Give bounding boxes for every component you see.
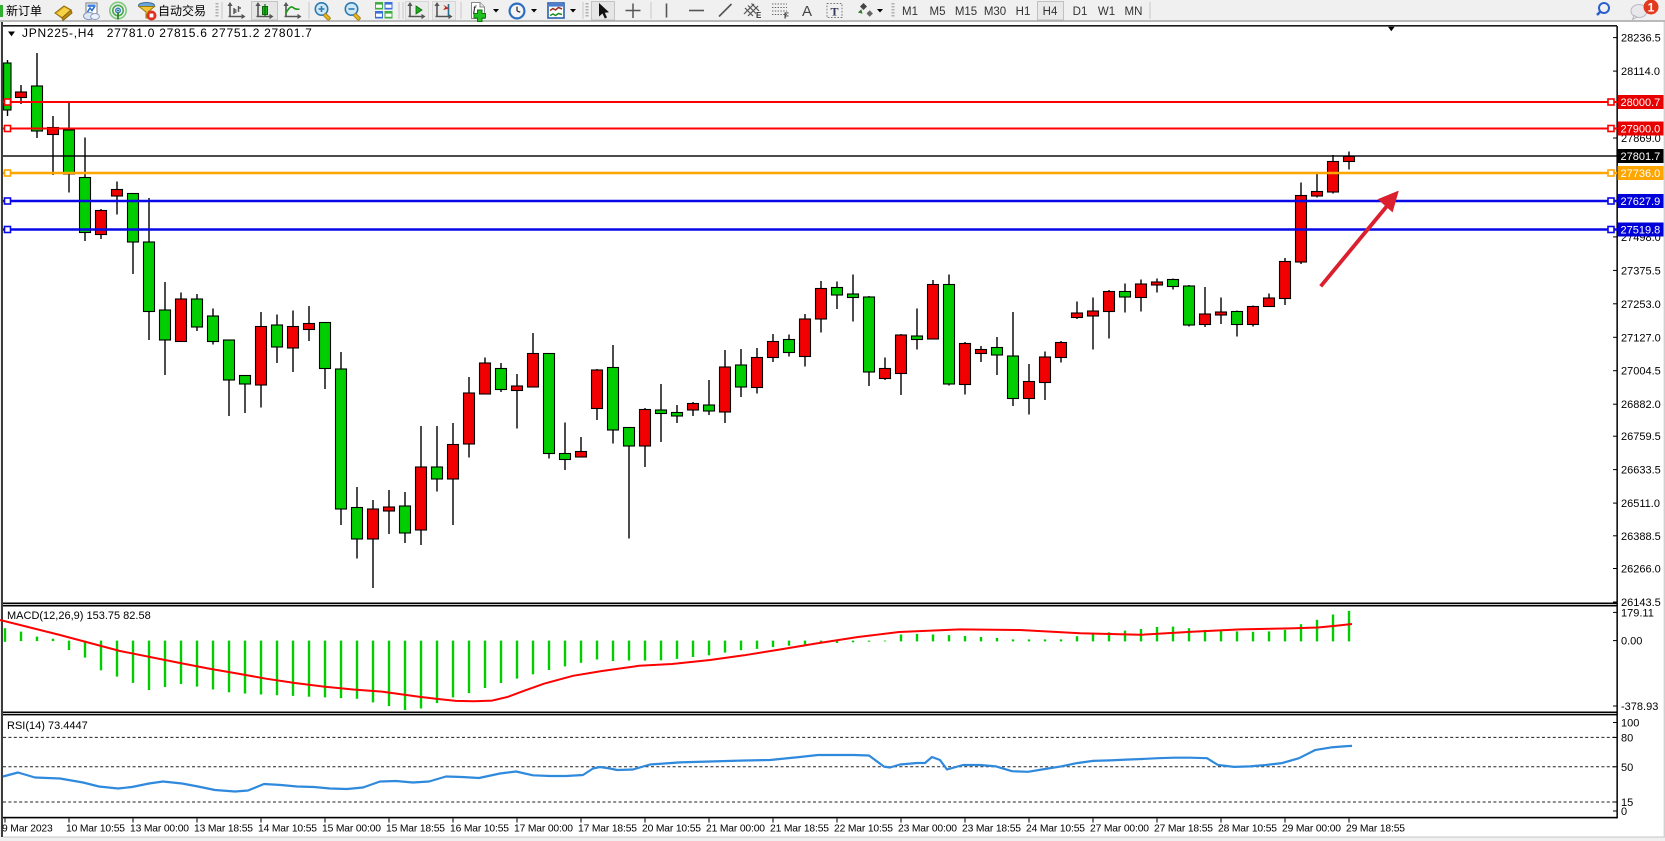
- svg-text:15 Mar 18:55: 15 Mar 18:55: [386, 824, 445, 835]
- svg-text:29 Mar 00:00: 29 Mar 00:00: [1282, 824, 1341, 835]
- svg-text:-378.93: -378.93: [1621, 701, 1658, 713]
- svg-text:16 Mar 10:55: 16 Mar 10:55: [450, 824, 509, 835]
- svg-text:14 Mar 10:55: 14 Mar 10:55: [258, 824, 317, 835]
- svg-text:24 Mar 10:55: 24 Mar 10:55: [1026, 824, 1085, 835]
- svg-text:新订单: 新订单: [6, 3, 42, 18]
- svg-text:9 Mar 2023: 9 Mar 2023: [2, 824, 53, 835]
- svg-text:T: T: [831, 5, 839, 19]
- svg-text:f: f: [473, 4, 477, 14]
- svg-text:27 Mar 00:00: 27 Mar 00:00: [1090, 824, 1149, 835]
- svg-text:23 Mar 18:55: 23 Mar 18:55: [962, 824, 1021, 835]
- svg-text:1: 1: [1648, 1, 1655, 15]
- svg-text:MN: MN: [1125, 6, 1143, 18]
- svg-text:50: 50: [1621, 762, 1633, 774]
- svg-text:27519.8: 27519.8: [1621, 225, 1661, 237]
- svg-text:27253.0: 27253.0: [1621, 299, 1661, 311]
- svg-text:0.00: 0.00: [1621, 636, 1642, 648]
- svg-text:27004.5: 27004.5: [1621, 366, 1661, 378]
- svg-text:13 Mar 00:00: 13 Mar 00:00: [130, 824, 189, 835]
- svg-text:M1: M1: [902, 6, 918, 18]
- svg-text:自动交易: 自动交易: [158, 3, 206, 18]
- svg-text:26882.0: 26882.0: [1621, 399, 1661, 411]
- svg-text:M5: M5: [930, 6, 946, 18]
- svg-text:0: 0: [1621, 806, 1627, 818]
- svg-text:179.11: 179.11: [1621, 607, 1654, 619]
- svg-text:100: 100: [1621, 718, 1639, 730]
- svg-text:D1: D1: [1073, 6, 1088, 18]
- svg-text:26633.5: 26633.5: [1621, 465, 1661, 477]
- svg-text:28236.5: 28236.5: [1621, 33, 1661, 45]
- svg-text:17 Mar 18:55: 17 Mar 18:55: [578, 824, 637, 835]
- svg-text:20 Mar 10:55: 20 Mar 10:55: [642, 824, 701, 835]
- svg-text:MACD(12,26,9) 153.75 82.58: MACD(12,26,9) 153.75 82.58: [7, 610, 151, 622]
- svg-text:27 Mar 18:55: 27 Mar 18:55: [1154, 824, 1213, 835]
- svg-text:13 Mar 18:55: 13 Mar 18:55: [194, 824, 253, 835]
- svg-text:26759.5: 26759.5: [1621, 431, 1661, 443]
- svg-text:27900.0: 27900.0: [1621, 124, 1661, 136]
- svg-text:27801.7: 27801.7: [1621, 151, 1661, 163]
- svg-text:M30: M30: [984, 6, 1006, 18]
- svg-text:21 Mar 00:00: 21 Mar 00:00: [706, 824, 765, 835]
- svg-text:15: 15: [1621, 797, 1633, 809]
- svg-text:26388.5: 26388.5: [1621, 531, 1661, 543]
- svg-text:26266.0: 26266.0: [1621, 564, 1661, 576]
- svg-text:27869.0: 27869.0: [1621, 133, 1661, 145]
- svg-text:28 Mar 10:55: 28 Mar 10:55: [1218, 824, 1277, 835]
- svg-text:15 Mar 00:00: 15 Mar 00:00: [322, 824, 381, 835]
- svg-text:27736.0: 27736.0: [1621, 168, 1661, 180]
- svg-text:17 Mar 00:00: 17 Mar 00:00: [514, 824, 573, 835]
- svg-text:26511.0: 26511.0: [1621, 498, 1660, 510]
- svg-text:27375.5: 27375.5: [1621, 265, 1661, 277]
- svg-text:JPN225-,H4 27781.0 27815.6 2: JPN225-,H4 27781.0 27815.6 27751.2 27801…: [22, 26, 313, 40]
- svg-text:10 Mar 10:55: 10 Mar 10:55: [66, 824, 125, 835]
- svg-text:E: E: [756, 11, 762, 20]
- svg-text:F: F: [784, 12, 789, 21]
- svg-text:RSI(14) 73.4447: RSI(14) 73.4447: [7, 720, 88, 732]
- svg-text:27127.0: 27127.0: [1621, 332, 1661, 344]
- svg-text:H4: H4: [1043, 6, 1058, 18]
- svg-text:21 Mar 18:55: 21 Mar 18:55: [770, 824, 829, 835]
- svg-text:23 Mar 00:00: 23 Mar 00:00: [898, 824, 957, 835]
- svg-text:22 Mar 10:55: 22 Mar 10:55: [834, 824, 893, 835]
- svg-text:28114.0: 28114.0: [1621, 66, 1660, 78]
- svg-text:29 Mar 18:55: 29 Mar 18:55: [1346, 824, 1405, 835]
- svg-text:M15: M15: [955, 6, 977, 18]
- svg-text:H1: H1: [1016, 6, 1031, 18]
- svg-text:28000.7: 28000.7: [1621, 97, 1661, 109]
- svg-text:80: 80: [1621, 732, 1633, 744]
- svg-text:A: A: [802, 3, 812, 20]
- svg-text:27627.9: 27627.9: [1621, 196, 1661, 208]
- svg-text:W1: W1: [1098, 6, 1115, 18]
- svg-text:26143.5: 26143.5: [1621, 597, 1661, 609]
